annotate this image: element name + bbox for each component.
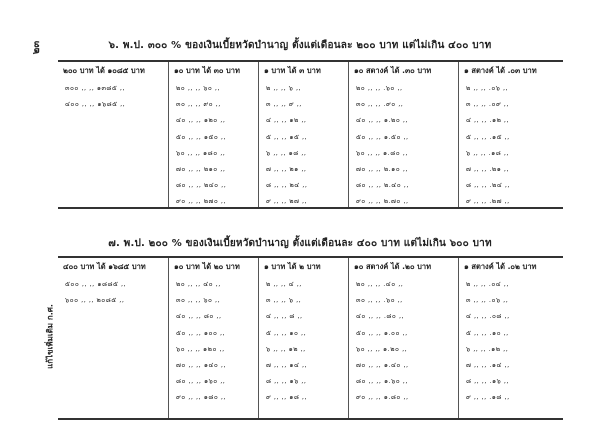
table-cell: ๔๐ ,, ,, ๑.๒๐ ,,	[356, 116, 408, 125]
table-column: ๑ สตางค์ ได้ .๐๓ บาท๒ ,, ,, .๐๖ ,, ๓ ,, ,…	[458, 62, 564, 207]
table-cell: ๖๐ ,, ,, ๑.๒๐ ,,	[356, 344, 408, 353]
table-cell: ๓ ,, ,, ๙ ,,	[266, 100, 302, 109]
table-cell: ๖ ,, ,, ๑๘ ,,	[266, 148, 307, 157]
table-cell: ๙๐ ,, ,, ๑.๘๐ ,,	[356, 393, 409, 402]
column-header: ๑๐ บาท ได้ ๒๐ บาท	[174, 262, 240, 271]
column-header: ๑ บาท ได้ ๒ บาท	[264, 262, 321, 271]
table-cell: ๘ ,, ,, .๒๔ ,,	[466, 181, 510, 190]
table-column: ๑๐ สตางค์ ได้ .๒๐ บาท๒๐ ,, ,, .๔๐ ,, ๓๐ ,…	[348, 258, 459, 418]
table-cell: ๒๐ ,, ,, .๖๐ ,,	[356, 84, 403, 92]
column-header: ๑ บาท ได้ ๓ บาท	[264, 66, 321, 75]
table-cell: ๘๐ ,, ,, ๒.๔๐ ,,	[356, 181, 409, 190]
table-cell: ๗ ,, ,, .๑๔ ,,	[466, 360, 510, 369]
table-cell: ๒ ,, ,, ๔ ,,	[266, 280, 302, 288]
table-cell: ๔๐ ,, ,, ๑๒๐ ,,	[176, 116, 226, 125]
table-cell: ๘ ,, ,, ๑๖ ,,	[266, 377, 307, 386]
table-cell: ๕ ,, ,, .๑๕ ,,	[466, 132, 510, 141]
table-cell: ๖ ,, ,, .๑๒ ,,	[466, 344, 509, 353]
column-header: ๔๐๐ บาท ได้ ๑๖๘๕ บาท	[63, 262, 146, 271]
table-column: ๑ บาท ได้ ๓ บาท๒ ,, ,, ๖ ,, ๓ ,, ,, ๙ ,, ๔…	[258, 62, 349, 207]
table-cell: ๖ ,, ,, .๑๘ ,,	[466, 148, 509, 157]
table-cell: ๓๐ ,, ,, .๖๐ ,,	[356, 296, 403, 305]
table-cell: ๕๐ ,, ,, ๑.๕๐ ,,	[356, 132, 409, 141]
table-cell: ๒๐ ,, ,, .๔๐ ,,	[356, 280, 404, 288]
column-header: ๑๐ สตางค์ ได้ .๒๐ บาท	[354, 262, 432, 271]
table-cell: ๔๐๐ ,, ,, ๑๖๘๕ ,,	[65, 100, 126, 109]
table-7: ๔๐๐ บาท ได้ ๑๖๘๕ บาท๕๐๐ ,, ,, ๑๘๘๕ ,, ๖๐๐…	[58, 256, 563, 420]
table-cell: ๘๐ ,, ,, ๑.๖๐ ,,	[356, 377, 408, 386]
table-cell: ๙ ,, ,, .๑๘ ,,	[466, 393, 510, 402]
table-cell: ๓ ,, ,, .๐๖ ,,	[466, 296, 509, 305]
table-cell: ๔ ,, ,, ๘ ,,	[266, 312, 303, 321]
table-cell: ๖๐ ,, ,, ๑.๘๐ ,,	[356, 148, 408, 157]
column-header: ๒๐๐ บาท ได้ ๑๐๘๕ บาท	[63, 66, 145, 75]
table-7-title: ๗. พ.ป. ๒๐๐ % ของเงินเบี้ยหวัดบำนาญ ตั้ง…	[108, 238, 492, 249]
table-cell: ๒ ,, ,, ๖ ,,	[266, 84, 302, 92]
table-cell: ๕๐ ,, ,, ๑.๐๐ ,,	[356, 328, 408, 337]
table-cell: ๔๐ ,, ,, ๘๐ ,,	[176, 312, 222, 321]
column-header: ๑๐ สตางค์ ได้ .๓๐ บาท	[354, 66, 432, 75]
table-column: ๑ สตางค์ ได้ .๐๒ บาท๒ ,, ,, .๐๔ ,, ๓ ,, ,…	[458, 258, 564, 418]
table-cell: ๔ ,, ,, .๐๘ ,,	[466, 312, 510, 321]
table-column: ๔๐๐ บาท ได้ ๑๖๘๕ บาท๕๐๐ ,, ,, ๑๘๘๕ ,, ๖๐๐…	[58, 258, 168, 418]
table-cell: ๔ ,, ,, ๑๒ ,,	[266, 116, 307, 125]
table-cell: ๗๐ ,, ,, ๒๑๐ ,,	[176, 164, 226, 173]
table-cell: ๒๐ ,, ,, ๔๐ ,,	[176, 280, 221, 288]
table-cell: ๙๐ ,, ,, ๑๘๐ ,,	[176, 393, 226, 402]
table-cell: ๖๐๐ ,, ,, ๒๐๘๕ ,,	[65, 296, 125, 305]
table-cell: ๔๐ ,, ,, .๘๐ ,,	[356, 312, 405, 321]
table-cell: ๔ ,, ,, .๑๒ ,,	[466, 116, 510, 125]
table-6-title: ๖. พ.ป. ๓๐๐ % ของเงินเบี้ยหวัดบำนาญ ตั้ง…	[108, 40, 492, 51]
table-cell: ๗ ,, ,, ๒๑ ,,	[266, 164, 307, 173]
table-cell: ๙ ,, ,, ๒๗ ,,	[266, 197, 308, 206]
side-note: แก้ไขเพิ่มเติม ก.ศ.	[45, 304, 55, 369]
table-cell: ๕๐ ,, ,, ๑๐๐ ,,	[176, 328, 226, 337]
table-cell: ๖ ,, ,, ๑๒ ,,	[266, 344, 306, 353]
table-cell: ๘ ,, ,, ๒๔ ,,	[266, 181, 308, 190]
column-header: ๑ สตางค์ ได้ .๐๓ บาท	[464, 66, 537, 75]
table-cell: ๓๐๐ ,, ,, ๑๓๘๕ ,,	[65, 84, 126, 92]
table-cell: ๕๐ ,, ,, ๑๕๐ ,,	[176, 132, 227, 141]
table-cell: ๕ ,, ,, ๑๐ ,,	[266, 328, 307, 337]
table-cell: ๙ ,, ,, .๒๗ ,,	[466, 197, 510, 206]
table-cell: ๕๐๐ ,, ,, ๑๘๘๕ ,,	[65, 280, 127, 288]
table-cell: ๗๐ ,, ,, ๑.๔๐ ,,	[356, 360, 409, 369]
table-column: ๑๐ สตางค์ ได้ .๓๐ บาท๒๐ ,, ,, .๖๐ ,, ๓๐ ,…	[348, 62, 459, 207]
table-cell: ๒๐ ,, ,, ๖๐ ,,	[176, 84, 221, 92]
table-cell: ๙๐ ,, ,, ๒๗๐ ,,	[176, 197, 227, 206]
table-cell: ๗ ,, ,, .๒๑ ,,	[466, 164, 510, 173]
table-column: ๑ บาท ได้ ๒ บาท๒ ,, ,, ๔ ,, ๓ ,, ,, ๖ ,, ๔…	[258, 258, 349, 418]
table-column: ๑๐ บาท ได้ ๒๐ บาท๒๐ ,, ,, ๔๐ ,, ๓๐ ,, ,, …	[168, 258, 259, 418]
table-cell: ๖๐ ,, ,, ๑๒๐ ,,	[176, 344, 225, 353]
table-cell: ๒ ,, ,, .๐๔ ,,	[466, 280, 509, 288]
table-cell: ๘ ,, ,, .๑๖ ,,	[466, 377, 509, 386]
table-cell: ๕ ,, ,, .๑๐ ,,	[466, 328, 509, 337]
table-cell: ๕ ,, ,, ๑๕ ,,	[266, 132, 308, 141]
table-column: ๑๐ บาท ได้ ๓๐ บาท๒๐ ,, ,, ๖๐ ,, ๓๐ ,, ,, …	[168, 62, 259, 207]
column-header: ๑ สตางค์ ได้ .๐๒ บาท	[464, 262, 537, 271]
table-cell: ๓ ,, ,, .๐๙ ,,	[466, 100, 509, 109]
table-cell: ๓ ,, ,, ๖ ,,	[266, 296, 302, 305]
column-header: ๑๐ บาท ได้ ๓๐ บาท	[174, 66, 240, 75]
table-cell: ๓๐ ,, ,, .๙๐ ,,	[356, 100, 404, 109]
table-cell: ๓๐ ,, ,, ๖๐ ,,	[176, 296, 221, 305]
table-6: ๒๐๐ บาท ได้ ๑๐๘๕ บาท๓๐๐ ,, ,, ๑๓๘๕ ,, ๔๐๐…	[58, 60, 563, 209]
table-cell: ๓๐ ,, ,, ๙๐ ,,	[176, 100, 221, 109]
table-cell: ๖๐ ,, ,, ๑๘๐ ,,	[176, 148, 226, 157]
table-cell: ๙ ,, ,, ๑๘ ,,	[266, 393, 308, 402]
table-column: ๒๐๐ บาท ได้ ๑๐๘๕ บาท๓๐๐ ,, ,, ๑๓๘๕ ,, ๔๐๐…	[58, 62, 168, 207]
table-cell: ๗ ,, ,, ๑๔ ,,	[266, 360, 308, 369]
table-cell: ๙๐ ,, ,, ๒.๗๐ ,,	[356, 197, 409, 206]
table-cell: ๘๐ ,, ,, ๒๔๐ ,,	[176, 181, 227, 190]
table-cell: ๗๐ ,, ,, ๒.๑๐ ,,	[356, 164, 408, 173]
table-cell: ๒ ,, ,, .๐๖ ,,	[466, 84, 509, 92]
table-cell: ๘๐ ,, ,, ๑๖๐ ,,	[176, 377, 226, 386]
table-cell: ๗๐ ,, ,, ๑๔๐ ,,	[176, 360, 227, 369]
